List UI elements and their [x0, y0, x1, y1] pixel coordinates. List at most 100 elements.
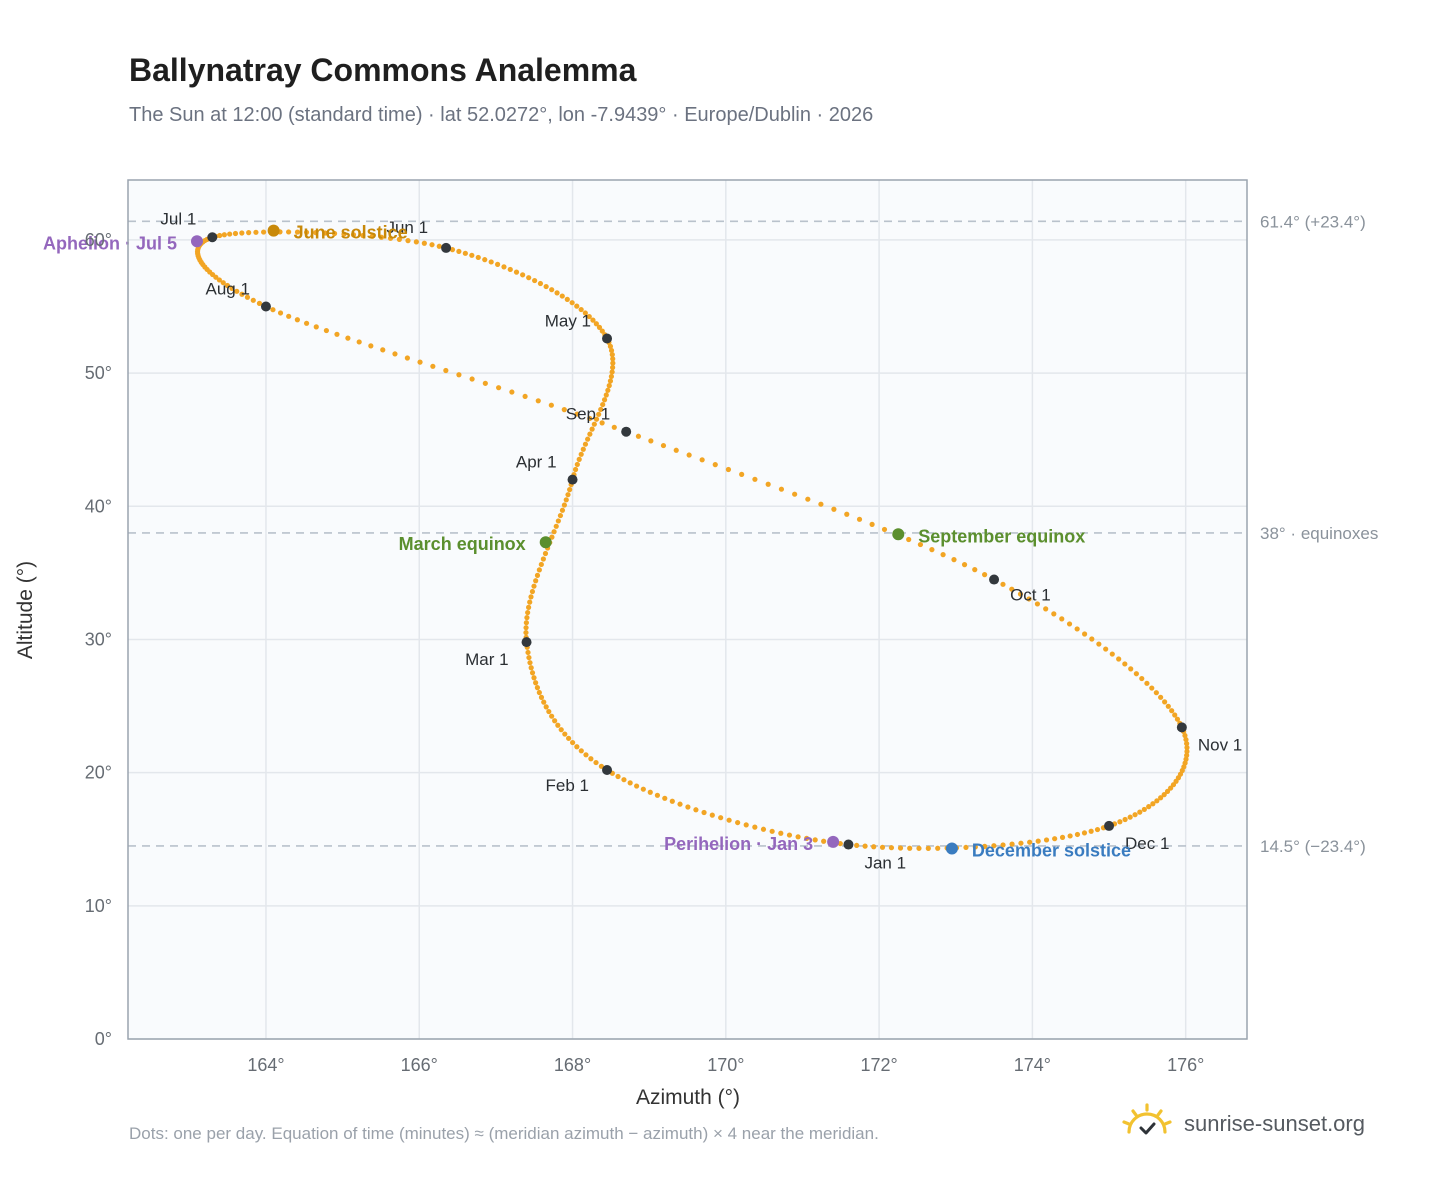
daily-dot: [1089, 636, 1095, 642]
daily-dot: [421, 240, 427, 246]
daily-dot: [609, 369, 615, 375]
daily-dot: [1000, 581, 1006, 587]
daily-dot: [1027, 839, 1033, 845]
daily-dot: [413, 239, 419, 245]
daily-dot: [553, 523, 559, 529]
daily-dot: [331, 230, 338, 237]
daily-dot: [1018, 840, 1024, 846]
daily-dot: [417, 359, 423, 365]
x-axis-title: Azimuth (°): [636, 1086, 740, 1109]
daily-dot: [229, 285, 235, 291]
daily-dot: [549, 534, 555, 540]
daily-dot: [524, 615, 530, 621]
daily-dot: [963, 844, 969, 851]
daily-dot: [576, 456, 582, 462]
daily-dot: [897, 845, 904, 851]
daily-dot: [1034, 601, 1041, 607]
x-tick-label: 164°: [247, 1055, 284, 1075]
daily-dot: [881, 526, 888, 533]
daily-dot: [1139, 675, 1145, 682]
daily-dot: [603, 392, 609, 398]
daily-dot: [1059, 616, 1065, 622]
daily-dot: [303, 320, 310, 326]
daily-dot: [543, 283, 549, 290]
daily-dot: [221, 232, 227, 238]
daily-dot: [862, 843, 868, 849]
daily-dot: [709, 812, 715, 818]
daily-dot: [574, 303, 580, 309]
daily-dot: [1009, 586, 1015, 592]
daily-dot: [558, 727, 564, 733]
daily-dot: [590, 317, 596, 323]
daily-dot: [718, 815, 724, 821]
daily-dot: [572, 466, 579, 473]
daily-dot: [534, 685, 541, 691]
daily-dot: [529, 588, 536, 595]
daily-dot: [961, 562, 968, 568]
daily-dot: [1133, 671, 1139, 677]
month-marker: [1176, 722, 1187, 733]
daily-dot: [1161, 792, 1167, 798]
daily-dot: [574, 744, 580, 750]
daily-dot: [270, 307, 276, 313]
daily-dot: [501, 264, 507, 270]
daily-dot: [608, 347, 615, 354]
daily-dot: [935, 845, 941, 851]
daily-dot: [563, 497, 569, 503]
daily-dot: [549, 713, 555, 719]
daily-dot: [543, 704, 549, 710]
daily-dot: [621, 777, 627, 783]
daily-dot: [350, 232, 357, 238]
daily-dot: [669, 798, 675, 804]
daily-dot: [557, 512, 564, 519]
daily-dot: [1168, 785, 1174, 791]
daily-dot: [600, 401, 606, 408]
daily-dot: [1035, 838, 1041, 844]
daily-dot: [786, 832, 793, 838]
month-label: Nov 1: [1198, 735, 1242, 754]
daily-dot: [488, 259, 494, 265]
brand-logo[interactable]: sunrise-sunset.org: [1120, 1102, 1365, 1146]
daily-dot: [542, 550, 549, 557]
daily-dot: [869, 521, 875, 527]
daily-dot: [554, 290, 560, 296]
daily-dot: [925, 845, 931, 851]
daily-dot: [1094, 826, 1101, 833]
sun-icon: [1120, 1102, 1174, 1147]
daily-dot: [699, 457, 705, 463]
daily-dot: [482, 380, 488, 386]
daily-dot: [1183, 736, 1189, 743]
daily-dot: [456, 248, 462, 255]
daily-dot: [378, 234, 385, 240]
daily-dot: [559, 293, 565, 299]
daily-dot: [1067, 833, 1073, 839]
daily-dot: [591, 421, 597, 427]
daily-dot: [525, 609, 531, 616]
daily-dot: [286, 229, 292, 235]
daily-dot: [246, 230, 252, 236]
daily-dot: [535, 398, 541, 404]
chart-subtitle: The Sun at 12:00 (standard time) · lat 5…: [129, 104, 874, 126]
daily-dot: [608, 373, 615, 380]
daily-dot: [538, 561, 544, 568]
daily-dot: [593, 759, 599, 766]
month-marker: [521, 637, 532, 648]
daily-dot: [640, 786, 646, 792]
daily-dot: [1153, 690, 1159, 696]
month-marker: [602, 333, 613, 344]
daily-dot: [570, 739, 576, 746]
x-tick-label: 168°: [554, 1055, 591, 1075]
month-marker: [989, 574, 1000, 585]
daily-dot: [227, 231, 233, 237]
daily-dot: [456, 372, 462, 378]
month-label: Dec 1: [1125, 834, 1169, 853]
daily-dot: [1184, 748, 1190, 755]
daily-dot: [405, 238, 411, 244]
event-label: March equinox: [399, 534, 526, 554]
daily-dot: [686, 452, 692, 458]
daily-dot: [522, 393, 528, 400]
daily-dot: [551, 529, 557, 535]
daily-dot: [380, 347, 386, 353]
daily-dot: [303, 229, 310, 235]
daily-dot: [368, 343, 374, 349]
